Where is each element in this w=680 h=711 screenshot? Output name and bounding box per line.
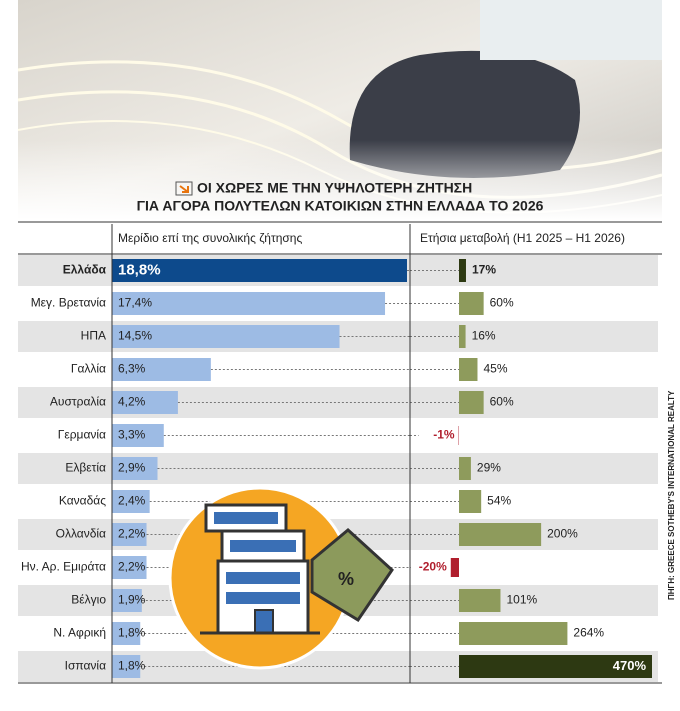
value-label: 2,9% [118,461,146,475]
bar [112,292,385,315]
value-label: 17% [472,263,496,277]
source: ΠΗΓΗ: GREECE SOTHEBY'S INTERNATIONAL REA… [667,390,676,600]
value-label: -1% [433,428,455,442]
chart-title: ΓΙΑ ΑΓΟΡΑ ΠΟΛΥΤΕΛΩΝ ΚΑΤΟΙΚΙΩΝ ΣΤΗΝ ΕΛΛΑΔ… [137,198,544,214]
series-header: Μερίδιο επί της συνολικής ζήτησης [118,231,302,245]
category-label: Καναδάς [59,494,106,508]
category-label: Ισπανία [65,659,106,673]
bar [459,490,481,513]
bar [459,358,477,381]
icon-label: % [338,569,354,589]
value-label: 14,5% [118,329,152,343]
category-label: Αυστραλία [50,395,106,409]
value-label: -20% [419,560,447,574]
value-label: 2,2% [118,527,146,541]
chart-title: ΟΙ ΧΩΡΕΣ ΜΕ ΤΗΝ ΥΨΗΛΟΤΕΡΗ ΖΗΤΗΣΗ [197,180,472,196]
bar [459,523,541,546]
value-label: 264% [573,626,604,640]
bar [459,589,500,612]
bar [459,391,484,414]
bar [451,558,459,577]
value-label: 3,3% [118,428,146,442]
value-label: 18,8% [118,261,161,278]
category-label: Ελβετία [65,461,106,475]
category-label: Βέλγιο [71,593,106,607]
illustration: % [170,488,392,668]
category-label: Γαλλία [71,362,106,376]
category-label: Ην. Αρ. Εμιράτα [21,560,106,574]
value-label: 6,3% [118,362,146,376]
bar [459,292,484,315]
value-label: 60% [490,395,514,409]
category-label: Ολλανδία [56,527,106,541]
value-label: 1,8% [118,659,146,673]
category-label: Μεγ. Βρετανία [31,296,106,310]
bar [459,457,471,480]
bar [459,325,466,348]
value-label: 16% [472,329,496,343]
series-header: Ετήσια μεταβολή (H1 2025 – H1 2026) [420,231,625,245]
value-label: 29% [477,461,501,475]
value-label: 101% [506,593,537,607]
value-label: 470% [613,658,647,673]
category-label: Γερμανία [58,428,106,442]
value-label: 2,2% [118,560,146,574]
value-label: 1,8% [118,626,146,640]
category-label: Ελλάδα [63,263,107,277]
value-label: 2,4% [118,494,146,508]
value-label: 45% [483,362,507,376]
bar [459,622,567,645]
category-label: ΗΠΑ [81,329,106,343]
category-label: Ν. Αφρική [53,626,106,640]
value-label: 1,9% [118,593,146,607]
value-label: 60% [490,296,514,310]
bar [459,259,466,282]
value-label: 17,4% [118,296,152,310]
value-label: 200% [547,527,578,541]
value-label: 54% [487,494,511,508]
value-label: 4,2% [118,395,146,409]
